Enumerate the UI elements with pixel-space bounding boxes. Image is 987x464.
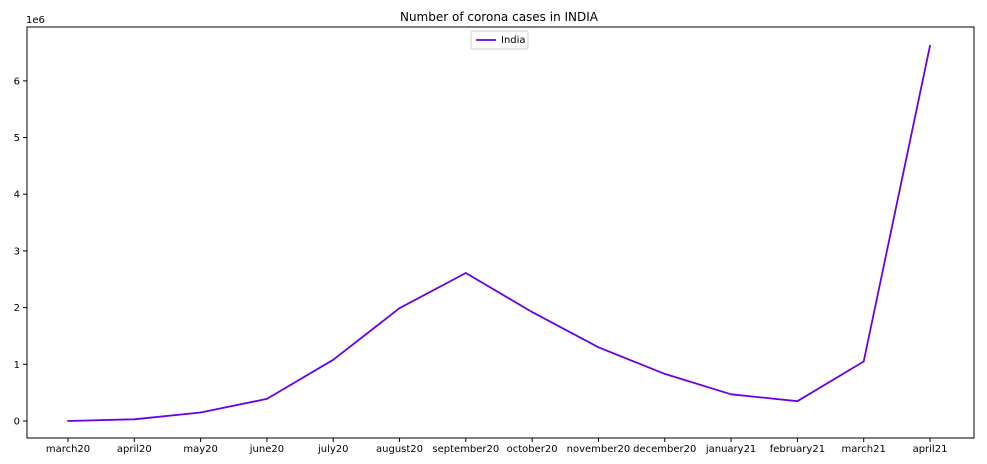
y-tick-label: 0 (14, 416, 20, 427)
data-point (796, 400, 799, 403)
data-point (730, 393, 732, 396)
x-tick-label: april20 (117, 444, 152, 455)
y-tick-label: 5 (14, 133, 20, 144)
data-point (597, 346, 600, 349)
x-tick-label: may20 (183, 444, 218, 455)
data-point (663, 373, 666, 375)
x-tick-label: november20 (567, 444, 631, 455)
y-tick-label: 3 (14, 246, 20, 257)
x-tick-label: august20 (376, 444, 423, 455)
y-tick-label: 6 (14, 76, 20, 87)
y-tick-label: 1 (14, 360, 20, 371)
series-group (67, 44, 931, 422)
data-point (531, 311, 534, 314)
x-tick-label: april21 (913, 444, 948, 455)
x-tick-label: october20 (507, 444, 558, 455)
legend-box (470, 30, 529, 50)
data-point (266, 397, 268, 400)
x-tick-label: march20 (46, 444, 90, 455)
data-point (199, 411, 202, 414)
data-point (398, 307, 401, 310)
data-point (332, 358, 335, 361)
x-tick-label: march21 (842, 444, 886, 455)
y-tick-label: 4 (14, 190, 20, 201)
x-axis: march20 april20 may20 june20 july20 august20 s… (46, 438, 948, 455)
plot-area (26, 26, 975, 439)
data-point (929, 44, 931, 47)
legend-label-india: India (501, 35, 526, 46)
series-line-india (67, 45, 931, 422)
x-tick-label: february21 (770, 444, 825, 455)
x-tick-label: september20 (432, 444, 499, 455)
x-tick-label: june20 (249, 444, 284, 455)
y-axis: 0 1 2 3 4 5 6 (14, 76, 27, 427)
data-point (862, 360, 865, 363)
data-point (67, 420, 69, 422)
x-tick-label: december20 (633, 444, 696, 455)
data-point (133, 418, 136, 421)
chart-title: Number of corona cases in INDIA (400, 10, 599, 24)
y-scale-label: 1e6 (26, 15, 45, 26)
data-point (464, 272, 467, 274)
legend: India (470, 30, 529, 50)
y-tick-label: 2 (14, 303, 20, 314)
x-tick-label: july20 (317, 444, 349, 455)
x-tick-label: january21 (705, 444, 756, 455)
